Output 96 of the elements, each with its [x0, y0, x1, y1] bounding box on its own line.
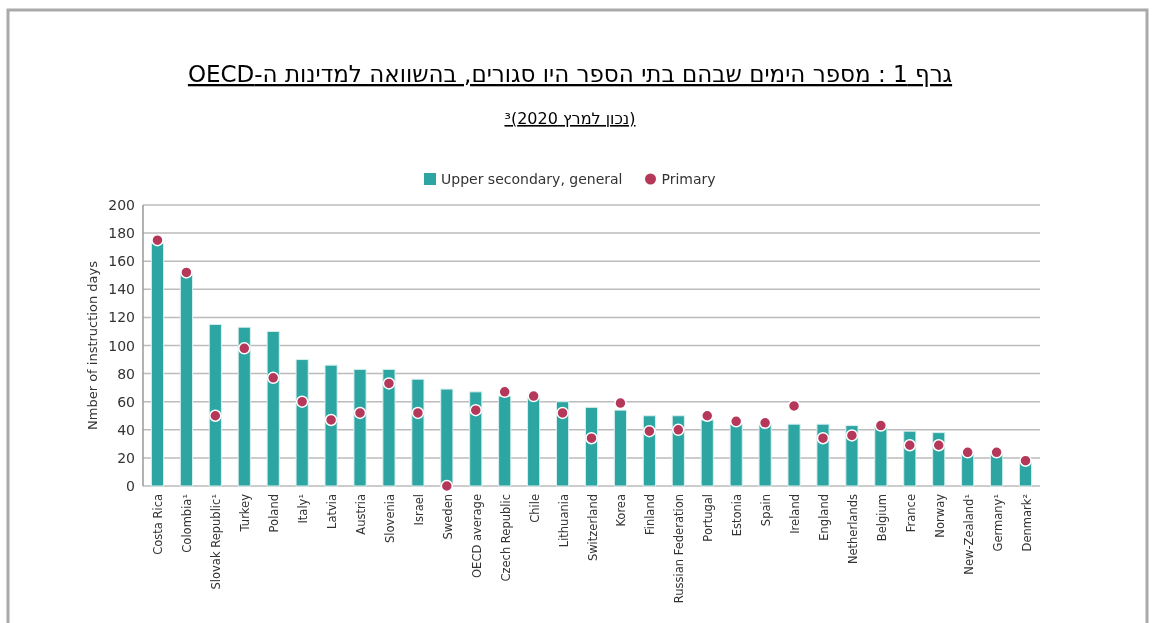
x-tick-label: Ireland — [788, 494, 803, 534]
point — [353, 406, 367, 420]
x-tick-label: Spain — [759, 494, 774, 527]
point — [180, 266, 193, 279]
x-tick-label: Sweden — [440, 494, 455, 540]
x-tick-label: Slovak Republic¹ — [209, 494, 224, 590]
x-tick-label: Finland — [643, 494, 658, 536]
x-tick-label: Netherlands — [845, 494, 860, 565]
y-tick-label: 180 — [108, 225, 135, 242]
bar — [266, 330, 280, 487]
x-tick-label: Austria — [354, 494, 369, 535]
bar — [179, 273, 193, 487]
bar — [498, 395, 512, 487]
bar — [874, 426, 888, 487]
point — [556, 406, 569, 420]
x-tick-label: Colombia¹ — [180, 494, 195, 553]
bar — [729, 423, 743, 487]
bar — [700, 419, 714, 487]
bar — [990, 453, 1004, 487]
bar — [613, 409, 628, 487]
y-tick-label: 100 — [108, 337, 135, 354]
x-tick-label: Belgium — [874, 494, 889, 542]
x-tick-label: Israel — [411, 494, 426, 526]
y-tick-label: 0 — [126, 478, 135, 494]
point — [295, 395, 309, 408]
x-tick-label: New-Zealand¹ — [961, 494, 976, 575]
point — [845, 429, 859, 442]
bar — [353, 368, 367, 487]
y-tick-label: 20 — [117, 449, 135, 466]
point — [672, 423, 685, 437]
bar — [527, 396, 541, 487]
point — [527, 389, 540, 403]
point — [209, 409, 222, 422]
x-tick-label: OECD average — [469, 494, 484, 578]
point — [932, 439, 945, 452]
point — [903, 439, 917, 452]
bar — [208, 323, 222, 487]
x-tick-label: France — [903, 494, 918, 533]
point — [758, 416, 772, 430]
bar — [440, 388, 454, 487]
point — [585, 431, 598, 445]
y-tick-label: 200 — [108, 197, 135, 213]
point — [469, 403, 483, 417]
x-tick-label: Estonia — [730, 494, 745, 537]
x-tick-label: Lithuania — [556, 494, 571, 548]
x-tick-label: Italy¹ — [296, 494, 311, 524]
point — [324, 413, 338, 427]
y-tick-label: 160 — [108, 253, 135, 270]
x-tick-label: Slovenia — [382, 494, 397, 543]
y-axis-title: Nmber of instruction days — [85, 260, 100, 430]
x-tick-label: Switzerland — [585, 494, 600, 562]
point — [729, 415, 743, 428]
point — [787, 399, 801, 413]
point — [874, 419, 888, 432]
chart-title: גרף 1 : מספר הימים שבהם בתי הספר היו סגורים, בהשוואה למדינות ה-OECD — [187, 61, 953, 87]
x-tick-label: Korea — [614, 494, 629, 527]
chart-subtitle: (נכון למרץ 2020)³ — [504, 109, 636, 128]
point — [238, 342, 251, 355]
y-tick-label: 60 — [117, 393, 135, 410]
bar — [961, 453, 975, 487]
x-tick-label: Denmark² — [1019, 494, 1034, 552]
bar — [237, 326, 251, 487]
point — [614, 396, 627, 410]
y-tick-label: 120 — [108, 309, 135, 326]
bar — [758, 423, 772, 487]
point — [151, 233, 164, 247]
point — [700, 409, 714, 422]
x-tick-label: Norway — [932, 493, 947, 538]
x-tick-label: Poland — [267, 494, 282, 533]
x-tick-label: Costa Rica — [151, 494, 166, 555]
y-tick-label: 40 — [117, 421, 135, 438]
y-tick-label: 140 — [108, 281, 135, 298]
x-tick-label: Russian Federation — [672, 494, 687, 604]
legend-label: Upper secondary, general — [441, 171, 623, 187]
bar — [150, 242, 165, 487]
point — [498, 385, 511, 399]
x-tick-label: Chile — [527, 494, 542, 523]
point — [266, 371, 280, 385]
x-tick-label: Turkey — [238, 493, 253, 533]
point — [440, 479, 454, 493]
legend-label: Primary — [661, 171, 716, 187]
point — [816, 431, 830, 445]
bar — [295, 359, 309, 487]
x-tick-label: Latvia — [325, 494, 340, 530]
point — [961, 446, 974, 459]
x-tick-label: Germany¹ — [990, 494, 1005, 552]
point — [990, 446, 1003, 459]
bar — [787, 423, 801, 487]
point — [643, 424, 656, 438]
x-tick-label: Portugal — [701, 494, 716, 542]
x-tick-label: Czech Republic — [498, 494, 513, 582]
bar — [324, 364, 338, 487]
point — [382, 377, 396, 390]
bar — [382, 368, 396, 487]
y-tick-label: 80 — [117, 365, 135, 382]
x-tick-label: England — [816, 494, 831, 541]
